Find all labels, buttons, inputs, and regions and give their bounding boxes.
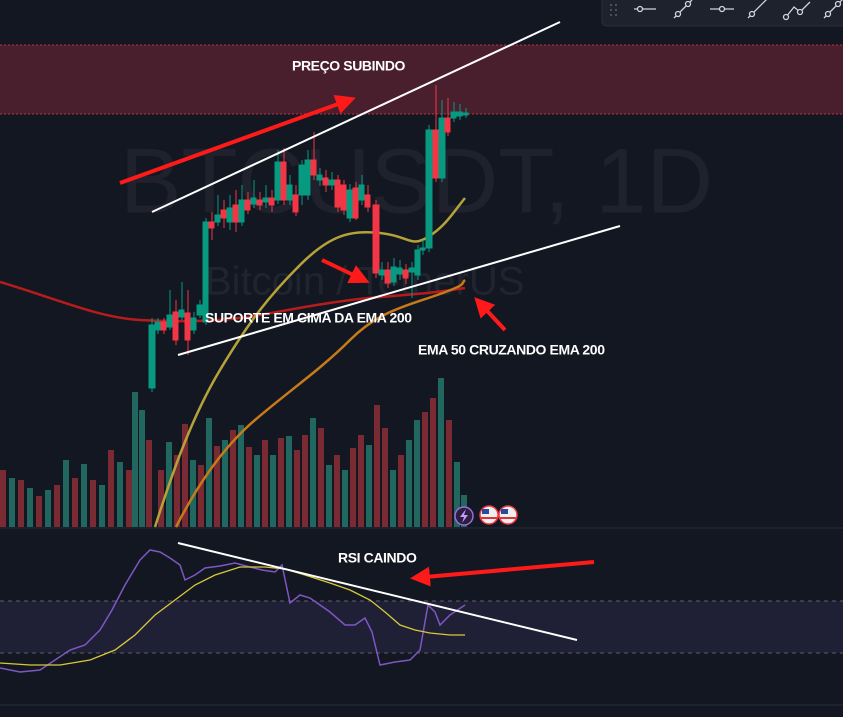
tool-extended-line[interactable] — [823, 0, 843, 19]
drawing-toolbar — [601, 0, 843, 27]
annotation: EMA 50 CRUZANDO EMA 200 — [418, 342, 605, 358]
annotation: PREÇO SUBINDO — [292, 58, 406, 74]
rsi-line — [0, 549, 466, 673]
candles — [148, 85, 469, 392]
tool-horizontal-ray[interactable] — [634, 5, 656, 13]
arrows — [119, 95, 595, 587]
ema-200 — [0, 280, 466, 323]
trend-line — [177, 542, 578, 641]
tool-trend-line[interactable] — [673, 0, 693, 19]
trend-line — [151, 21, 561, 213]
watermark-symbol: BTCUSDT, 1D — [120, 130, 713, 232]
resistance-zone — [0, 45, 843, 114]
tool-path[interactable] — [782, 1, 811, 21]
tool-horizontal-line[interactable] — [710, 5, 734, 13]
annotation: SUPORTE EM CIMA DA EMA 200 — [205, 310, 412, 326]
event-badges — [454, 505, 518, 526]
rsi-ma — [0, 566, 465, 666]
tool-ray[interactable] — [747, 0, 768, 19]
trend-line — [177, 225, 621, 356]
ema-100 — [174, 279, 466, 528]
annotation: RSI CAINDO — [338, 550, 417, 566]
